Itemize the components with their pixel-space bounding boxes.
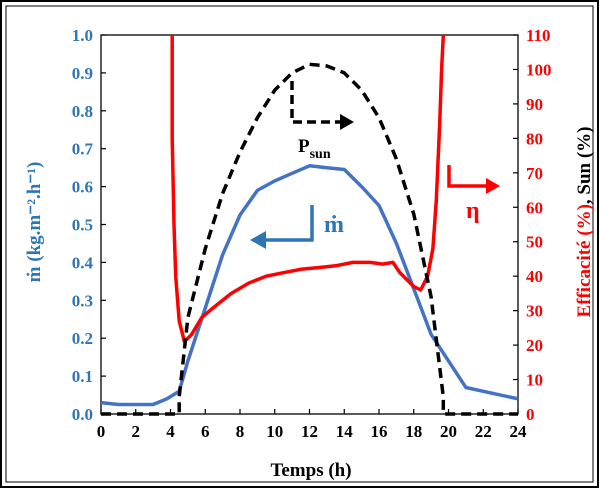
psun-arrow-head xyxy=(340,114,354,130)
psun-label-sub: sun xyxy=(310,147,331,162)
x-tick-label: 18 xyxy=(405,422,422,441)
mdot-annotation: ṁ xyxy=(250,205,344,249)
x-tick-label: 2 xyxy=(132,422,141,441)
plot-area xyxy=(100,34,519,415)
eta-annotation-label: η xyxy=(466,198,480,224)
mdot-arrow-head xyxy=(250,231,266,249)
x-tick-label: 16 xyxy=(371,422,388,441)
bottom-axis-ticks: 0 2 4 6 8 10 12 14 16 18 20 22 24 xyxy=(97,409,527,441)
y-left-axis-label: ṁ (kg.m⁻².h⁻¹) xyxy=(24,162,45,283)
eta-annotation: η xyxy=(447,165,500,224)
figure-inner-frame xyxy=(5,5,594,483)
series-layer xyxy=(101,34,518,416)
series-line-eta xyxy=(170,34,446,344)
y-left-tick-label: 0.0 xyxy=(72,405,93,424)
x-tick-label: 20 xyxy=(440,422,457,441)
psun-arrow-line xyxy=(290,81,340,124)
mdot-arrow-line xyxy=(262,205,314,242)
y-right-tick-label: 90 xyxy=(526,95,543,114)
psun-annotation-label: Psun xyxy=(298,136,331,162)
y-right-tick-label: 30 xyxy=(526,302,543,321)
x-tick-label: 12 xyxy=(301,422,318,441)
psun-label-main: P xyxy=(298,136,310,157)
y-right-tick-label: 20 xyxy=(526,336,543,355)
y-left-tick-label: 0.5 xyxy=(72,216,93,235)
y-right-tick-label: 10 xyxy=(526,371,543,390)
psun-annotation: Psun xyxy=(290,81,354,162)
y-right-tick-label: 100 xyxy=(526,60,552,79)
mdot-annotation-label: ṁ xyxy=(324,212,344,238)
x-tick-label: 10 xyxy=(266,422,283,441)
y-left-tick-label: 0.2 xyxy=(72,329,93,348)
y-right-label-sun: , Sun (%) xyxy=(574,126,595,204)
y-right-tick-label: 50 xyxy=(526,233,543,252)
x-tick-label: 24 xyxy=(510,422,528,441)
x-tick-label: 4 xyxy=(166,422,175,441)
y-left-tick-label: 0.4 xyxy=(72,253,94,272)
y-right-tick-label: 110 xyxy=(526,26,551,45)
x-tick-label: 6 xyxy=(201,422,210,441)
y-right-tick-label: 60 xyxy=(526,198,543,217)
x-tick-label: 8 xyxy=(236,422,245,441)
series-line-mdot xyxy=(101,164,518,407)
y-left-tick-label: 1.0 xyxy=(72,26,93,45)
y-right-axis-label: Efficacité (%), Sun (%) xyxy=(574,126,595,317)
y-right-label-efficiency: Efficacité (%) xyxy=(574,204,595,317)
x-tick-label: 0 xyxy=(97,422,106,441)
y-left-tick-label: 0.1 xyxy=(72,367,93,386)
x-tick-label: 14 xyxy=(336,422,354,441)
y-right-tick-label: 80 xyxy=(526,129,543,148)
y-right-tick-label: 40 xyxy=(526,267,543,286)
eta-arrow-head xyxy=(486,178,500,194)
right-axis-ticks: 0 10 20 30 40 50 60 70 80 90 100 110 xyxy=(513,26,552,424)
y-right-tick-label: 0 xyxy=(526,405,535,424)
x-tick-label: 22 xyxy=(475,422,492,441)
y-left-tick-label: 0.6 xyxy=(72,178,93,197)
eta-arrow-line xyxy=(447,165,488,188)
y-right-tick-label: 70 xyxy=(526,164,543,183)
y-left-tick-label: 0.3 xyxy=(72,291,93,310)
x-axis-label: Temps (h) xyxy=(270,460,351,481)
y-left-tick-label: 0.8 xyxy=(72,102,93,121)
y-left-tick-label: 0.9 xyxy=(72,64,93,83)
y-left-tick-label: 0.7 xyxy=(72,140,94,159)
series-line-psun xyxy=(101,62,518,416)
left-axis-ticks: 0.0 0.1 0.2 0.3 0.4 0.5 0.6 0.7 0.8 0.9 1.0 xyxy=(72,26,106,424)
